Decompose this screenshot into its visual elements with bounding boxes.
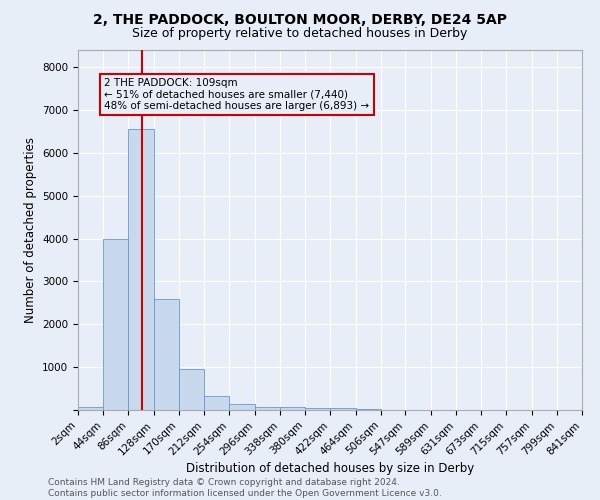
Text: Size of property relative to detached houses in Derby: Size of property relative to detached ho…	[133, 28, 467, 40]
X-axis label: Distribution of detached houses by size in Derby: Distribution of detached houses by size …	[186, 462, 474, 475]
Bar	[128, 130, 154, 410]
Text: 2, THE PADDOCK, BOULTON MOOR, DERBY, DE24 5AP: 2, THE PADDOCK, BOULTON MOOR, DERBY, DE2…	[93, 12, 507, 26]
Bar	[78, 407, 103, 410]
Bar	[204, 396, 229, 410]
Bar	[356, 409, 381, 410]
Bar	[179, 370, 204, 410]
Bar	[154, 298, 179, 410]
Bar	[254, 407, 280, 410]
Bar	[331, 408, 356, 410]
Bar	[280, 408, 305, 410]
Bar	[229, 404, 254, 410]
Y-axis label: Number of detached properties: Number of detached properties	[23, 137, 37, 323]
Text: 2 THE PADDOCK: 109sqm
← 51% of detached houses are smaller (7,440)
48% of semi-d: 2 THE PADDOCK: 109sqm ← 51% of detached …	[104, 78, 370, 111]
Bar	[305, 408, 331, 410]
Text: Contains HM Land Registry data © Crown copyright and database right 2024.
Contai: Contains HM Land Registry data © Crown c…	[48, 478, 442, 498]
Bar	[103, 238, 128, 410]
